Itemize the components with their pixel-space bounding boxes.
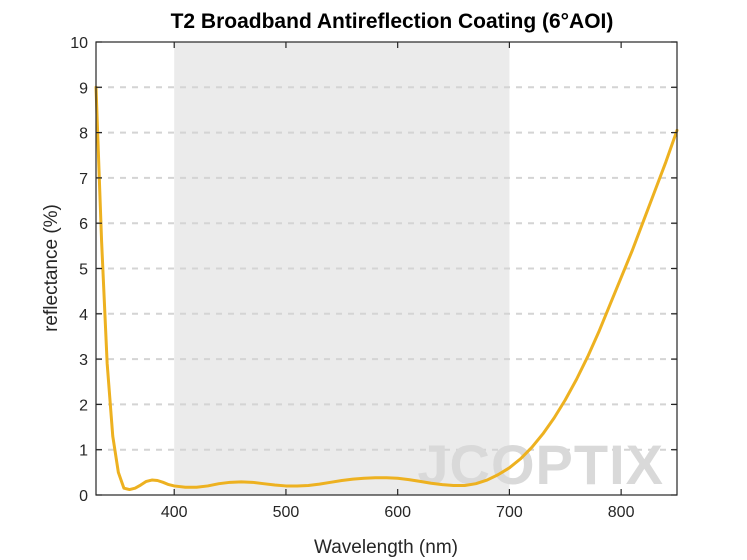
x-tick-label-500: 500 (273, 504, 300, 521)
x-axis-ticks: 400 500 600 700 800 (161, 42, 635, 521)
chart-title: T2 Broadband Antireflection Coating (6°A… (171, 10, 614, 33)
series-layer (94, 85, 679, 492)
series-line-0 (94, 85, 679, 492)
y-tick-label-4: 4 (79, 307, 88, 324)
y-tick-label-0: 0 (79, 488, 88, 505)
y-tick-label-5: 5 (79, 262, 88, 279)
x-tick-label-800: 800 (608, 504, 635, 521)
y-tick-label-2: 2 (79, 397, 88, 414)
y-tick-label-6: 6 (79, 216, 88, 233)
y-tick-label-7: 7 (79, 171, 88, 188)
x-tick-label-600: 600 (384, 504, 411, 521)
x-tick-label-400: 400 (161, 504, 188, 521)
y-tick-label-10: 10 (70, 35, 88, 52)
x-tick-label-700: 700 (496, 504, 523, 521)
y-tick-label-1: 1 (79, 443, 88, 460)
grid-lines (96, 86, 677, 451)
y-tick-label-9: 9 (79, 80, 88, 97)
y-axis-label: reflectance (%) (41, 204, 62, 332)
y-tick-label-3: 3 (79, 352, 88, 369)
x-axis-label: Wavelength (nm) (314, 537, 458, 558)
y-axis-ticks: 0 1 2 3 4 5 6 7 8 9 10 (70, 35, 677, 505)
y-tick-label-8: 8 (79, 126, 88, 143)
